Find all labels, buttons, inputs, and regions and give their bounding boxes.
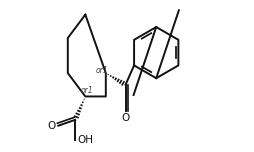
Text: OH: OH [77,135,93,145]
Text: or1: or1 [96,66,108,75]
Text: O: O [121,113,130,123]
Text: or1: or1 [81,86,93,95]
Text: O: O [48,121,56,131]
